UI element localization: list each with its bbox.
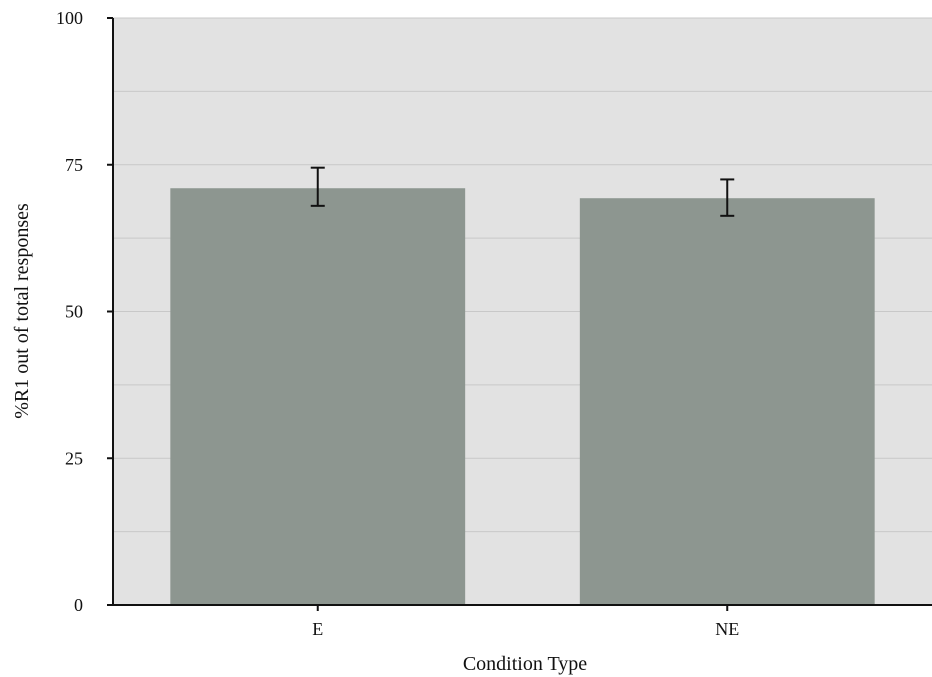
y-tick-label: 25 bbox=[65, 448, 83, 468]
x-tick-label: E bbox=[312, 619, 323, 639]
error-bars bbox=[310, 166, 735, 217]
y-axis-title: %R1 out of total responses bbox=[11, 203, 33, 419]
bar bbox=[170, 188, 466, 606]
y-tick-label: 75 bbox=[65, 155, 83, 175]
error-bar bbox=[310, 166, 325, 207]
y-tick-label: 100 bbox=[56, 8, 83, 28]
x-tick-labels: E NE bbox=[312, 619, 739, 639]
bars bbox=[170, 188, 875, 606]
bar bbox=[579, 198, 875, 606]
error-bar bbox=[720, 178, 735, 217]
x-axis-title: Condition Type bbox=[463, 653, 587, 675]
y-tick-label: 50 bbox=[65, 302, 83, 322]
x-tick-label: NE bbox=[715, 619, 739, 639]
y-tick-label: 0 bbox=[74, 595, 83, 615]
axes bbox=[107, 17, 932, 611]
y-tick-labels: 0 25 50 75 100 bbox=[56, 8, 83, 615]
